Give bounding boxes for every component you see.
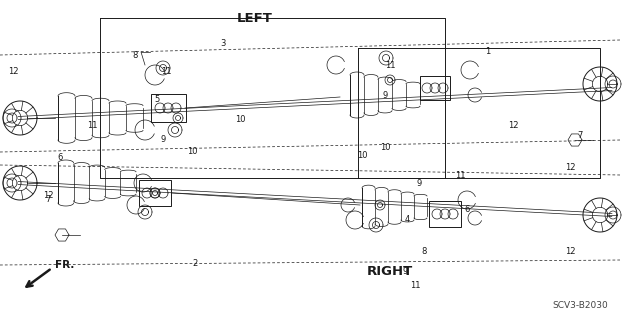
Text: 9: 9	[403, 268, 408, 277]
Text: 3: 3	[220, 39, 226, 48]
Text: 5: 5	[154, 95, 159, 105]
Text: FR.: FR.	[55, 260, 74, 270]
Bar	[420, 76, 450, 100]
Text: 6: 6	[464, 205, 470, 214]
Text: 12: 12	[508, 121, 518, 130]
Text: 12: 12	[564, 248, 575, 256]
Bar	[139, 180, 171, 206]
Text: 10: 10	[356, 151, 367, 160]
Text: 9: 9	[161, 136, 166, 145]
Text: 8: 8	[132, 50, 138, 60]
Text: 9: 9	[417, 179, 422, 188]
Text: 2: 2	[193, 258, 198, 268]
Text: 11: 11	[161, 68, 172, 77]
Text: 10: 10	[380, 143, 390, 152]
Text: 12: 12	[43, 191, 53, 201]
Text: 12: 12	[564, 162, 575, 172]
Text: 11: 11	[87, 121, 97, 130]
Text: RIGHT: RIGHT	[367, 265, 413, 278]
Text: 11: 11	[410, 280, 420, 290]
Text: 12: 12	[8, 68, 19, 77]
Text: 11: 11	[455, 172, 465, 181]
Text: 10: 10	[187, 147, 197, 157]
Text: SCV3-B2030: SCV3-B2030	[552, 300, 608, 309]
Text: 7: 7	[45, 196, 51, 204]
Text: 4: 4	[404, 214, 410, 224]
Text: LEFT: LEFT	[237, 12, 273, 25]
Text: 6: 6	[58, 152, 63, 161]
Text: 9: 9	[382, 92, 388, 100]
Bar	[150, 94, 186, 122]
Text: 8: 8	[421, 247, 427, 256]
Text: 11: 11	[385, 61, 396, 70]
Text: 7: 7	[577, 130, 582, 139]
Text: 10: 10	[235, 115, 245, 124]
Bar	[429, 201, 461, 227]
Text: 1: 1	[485, 48, 491, 56]
